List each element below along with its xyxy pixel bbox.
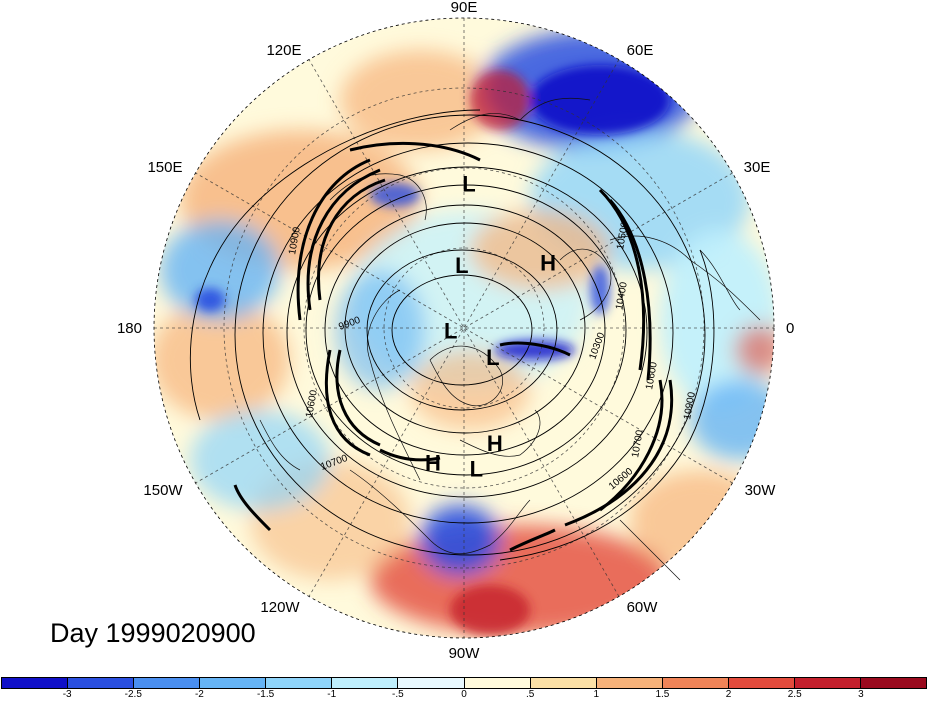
colorbar-tick-label: -3 bbox=[62, 689, 72, 700]
contour-label: 10600 bbox=[304, 389, 320, 419]
coastlines bbox=[259, 97, 761, 581]
colorbar-tick-label: -1 bbox=[327, 689, 337, 700]
colorbar-swatch bbox=[662, 678, 729, 688]
contour-label: 10400 bbox=[614, 281, 630, 311]
low-pressure-marker: L bbox=[444, 318, 457, 343]
colorbar-tick-label: -1.5 bbox=[256, 689, 275, 700]
colorbar-tick-label: -2 bbox=[194, 689, 204, 700]
lon-label-150e: 150E bbox=[147, 159, 182, 176]
contour-label: 10600 bbox=[644, 361, 660, 391]
lon-label-150w: 150W bbox=[143, 482, 183, 499]
colorbar-swatch bbox=[134, 678, 201, 688]
lon-label-90e: 90E bbox=[451, 0, 478, 16]
colorbar-tick-label: 0 bbox=[461, 689, 467, 700]
longitude-labels: 90E 60E 30E 0 30W 60W 90W 120W 150W 180 … bbox=[117, 0, 794, 662]
high-pressure-marker: H bbox=[540, 250, 556, 275]
low-pressure-marker: L bbox=[455, 253, 468, 278]
colorbar-swatch bbox=[794, 678, 862, 688]
low-pressure-marker: L bbox=[462, 172, 475, 197]
high-pressure-marker: H bbox=[425, 451, 441, 476]
colorbar-swatch bbox=[332, 678, 399, 688]
lon-label-30e: 30E bbox=[744, 159, 771, 176]
colorbar-swatch bbox=[200, 678, 267, 688]
colorbar bbox=[1, 677, 927, 689]
colorbar-tick-label: 1 bbox=[593, 689, 600, 700]
colorbar-tick-label: .5 bbox=[525, 689, 535, 700]
colorbar-swatch bbox=[2, 678, 69, 688]
colorbar-swatch bbox=[530, 678, 597, 688]
day-title: Day 1999020900 bbox=[50, 618, 256, 648]
lon-label-120w: 120W bbox=[260, 599, 300, 616]
wind-isotachs bbox=[233, 141, 674, 552]
low-pressure-marker: L bbox=[470, 457, 483, 482]
colorbar-tick-label: 3 bbox=[858, 689, 864, 700]
high-pressure-marker: H bbox=[487, 431, 503, 456]
low-pressure-marker: L bbox=[486, 345, 499, 370]
lon-label-30w: 30W bbox=[745, 482, 777, 499]
colorbar-tick-label: -2.5 bbox=[124, 689, 142, 700]
colorbar-tick-label: -.5 bbox=[392, 689, 404, 700]
lon-label-60w: 60W bbox=[627, 599, 659, 616]
colorbar-labels: -3 -2.5 -2 -1.5 -1 -.5 0 .5 1 1.5 2 2.5 3 bbox=[1, 689, 927, 701]
anomaly-field bbox=[154, 18, 774, 638]
colorbar-swatch bbox=[266, 678, 333, 688]
lon-label-120e: 120E bbox=[266, 42, 301, 59]
disk-border bbox=[153, 17, 775, 639]
colorbar-swatch bbox=[596, 678, 663, 688]
contour-label: 10900 bbox=[287, 226, 303, 256]
colorbar-tick-label: 2 bbox=[725, 689, 732, 700]
height-contours bbox=[189, 109, 715, 561]
contour-label: 10700 bbox=[630, 429, 646, 459]
colorbar-swatch bbox=[68, 678, 135, 688]
colorbar-swatch bbox=[728, 678, 795, 688]
colorbar-swatch bbox=[398, 678, 465, 688]
lon-label-180: 180 bbox=[117, 320, 142, 337]
colorbar-swatch bbox=[464, 678, 531, 688]
colorbar-swatch bbox=[861, 678, 927, 688]
contour-label: 10900 bbox=[682, 391, 698, 421]
colorbar-tick-label: 2.5 bbox=[787, 689, 802, 700]
lon-label-0: 0 bbox=[786, 320, 794, 337]
polar-map: 10900 9900 10600 10700 10400 10300 10600… bbox=[117, 0, 794, 662]
contour-label: 10500 bbox=[615, 221, 631, 251]
lon-label-60e: 60E bbox=[627, 42, 654, 59]
lon-label-90w: 90W bbox=[449, 645, 481, 662]
colorbar-tick-label: 1.5 bbox=[655, 689, 670, 700]
